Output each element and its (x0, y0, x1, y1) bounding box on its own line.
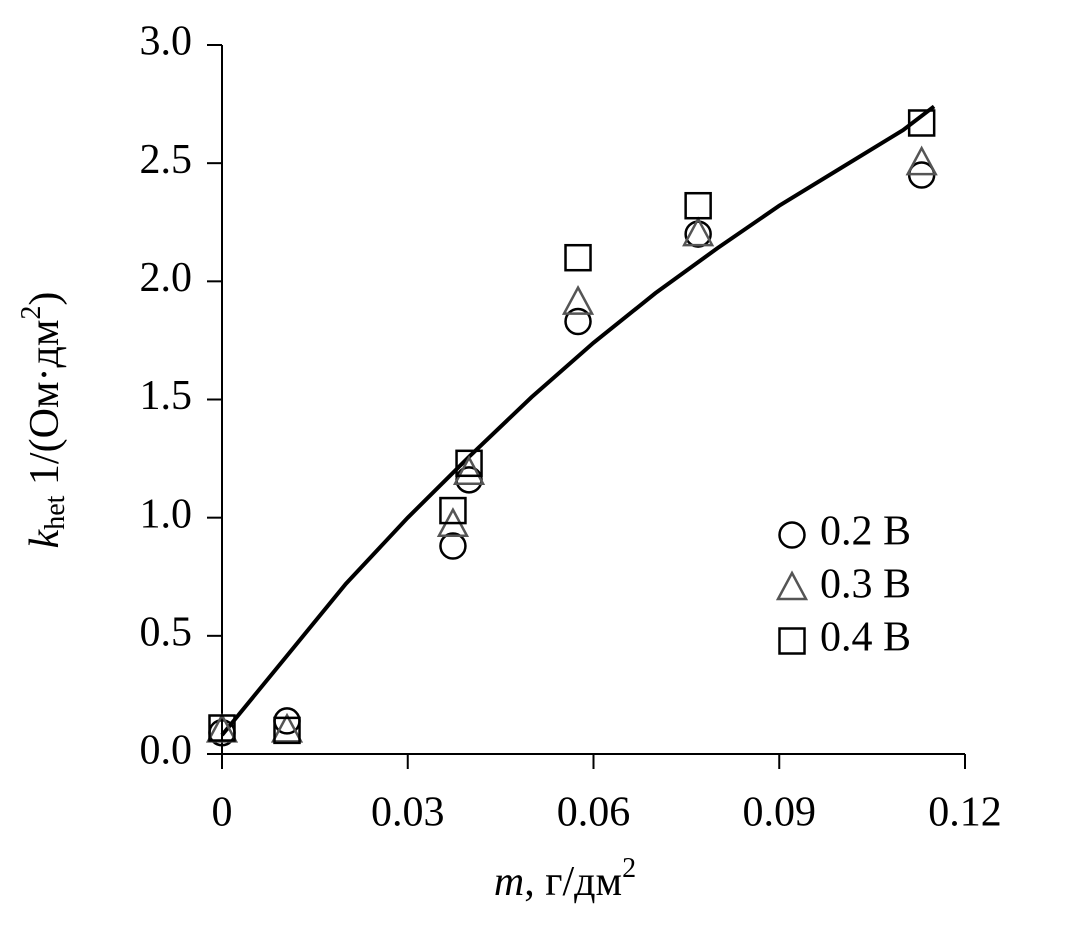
marker-square (273, 716, 301, 745)
marker-square (778, 627, 806, 655)
marker-triangle (682, 216, 715, 247)
x-label-unit: , г/дм (524, 859, 622, 905)
y-tick-label: 3.0 (140, 19, 193, 65)
marker-circle (455, 466, 483, 494)
x-tick-label: 0 (212, 790, 233, 836)
y-label-sub: het (40, 495, 71, 529)
marker-triangle (775, 570, 809, 601)
x-tick-label: 0.03 (371, 790, 445, 836)
legend-label: 0.3 В (820, 562, 911, 608)
legend-label: 0.2 В (820, 509, 911, 555)
marker-square (907, 109, 936, 137)
marker-square (208, 714, 236, 742)
marker-square (439, 496, 467, 525)
y-label-sup: 2 (16, 306, 47, 320)
marker-square (684, 191, 712, 220)
fit-line (220, 104, 936, 737)
marker-circle (564, 307, 592, 336)
y-tick-label: 2.0 (140, 255, 193, 301)
y-tick-label: 1.0 (140, 491, 193, 537)
y-tick-label: 2.5 (140, 137, 193, 183)
y-label-unit: 1/(Ом·дм (22, 320, 68, 496)
y-tick-label: 0.5 (140, 609, 193, 655)
y-tick-label: 1.5 (140, 373, 193, 419)
marker-triangle (270, 712, 304, 743)
y-tick-label: 0.0 (140, 728, 193, 774)
y-label-end: ) (22, 292, 68, 306)
legend-label: 0.4 В (820, 615, 911, 661)
x-tick-label: 0.06 (557, 790, 631, 836)
x-tick-label: 0.09 (743, 790, 817, 836)
marker-square (455, 449, 483, 478)
y-axis-label: khet 1/(Ом·дм2) (16, 292, 71, 549)
x-label-sup: 2 (622, 853, 636, 884)
marker-circle (439, 532, 467, 560)
marker-circle (778, 521, 806, 549)
x-axis-label: m, г/дм2 (494, 853, 636, 904)
y-label-symbol: k (22, 528, 68, 548)
x-label-symbol: m (494, 859, 524, 905)
marker-triangle (452, 455, 486, 486)
marker-triangle (561, 284, 595, 315)
marker-triangle (905, 145, 938, 176)
x-tick-label: 0.12 (928, 790, 1002, 836)
marker-square (564, 243, 592, 272)
